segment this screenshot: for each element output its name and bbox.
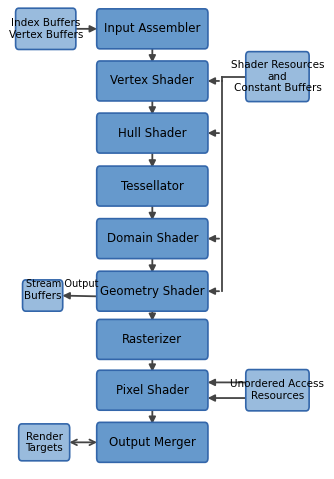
Text: Pixel Shader: Pixel Shader <box>116 384 189 397</box>
Text: Domain Shader: Domain Shader <box>107 232 198 245</box>
Text: Geometry Shader: Geometry Shader <box>100 285 205 297</box>
Text: Unordered Access
Resources: Unordered Access Resources <box>230 379 324 401</box>
Text: Rasterizer: Rasterizer <box>122 333 182 346</box>
FancyBboxPatch shape <box>97 271 208 311</box>
FancyBboxPatch shape <box>16 8 76 49</box>
Text: Output Merger: Output Merger <box>109 436 196 449</box>
Text: Shader Resources
and
Constant Buffers: Shader Resources and Constant Buffers <box>231 60 324 93</box>
Text: Vertex Shader: Vertex Shader <box>111 74 194 88</box>
FancyBboxPatch shape <box>97 9 208 49</box>
FancyBboxPatch shape <box>97 319 208 359</box>
FancyBboxPatch shape <box>97 422 208 462</box>
FancyBboxPatch shape <box>97 61 208 101</box>
Text: Tessellator: Tessellator <box>121 180 184 193</box>
Text: Input Assembler: Input Assembler <box>104 23 201 35</box>
FancyBboxPatch shape <box>23 280 63 311</box>
FancyBboxPatch shape <box>97 113 208 153</box>
Text: Render
Targets: Render Targets <box>25 432 63 453</box>
Text: Hull Shader: Hull Shader <box>118 126 187 139</box>
FancyBboxPatch shape <box>246 370 309 411</box>
Text: Index Buffers
Vertex Buffers: Index Buffers Vertex Buffers <box>9 18 83 40</box>
Text: Stream Output: Stream Output <box>26 279 98 289</box>
FancyBboxPatch shape <box>97 370 208 410</box>
Text: Buffers: Buffers <box>24 291 61 300</box>
FancyBboxPatch shape <box>97 166 208 206</box>
FancyBboxPatch shape <box>19 424 70 461</box>
FancyBboxPatch shape <box>246 52 309 102</box>
FancyBboxPatch shape <box>97 218 208 259</box>
